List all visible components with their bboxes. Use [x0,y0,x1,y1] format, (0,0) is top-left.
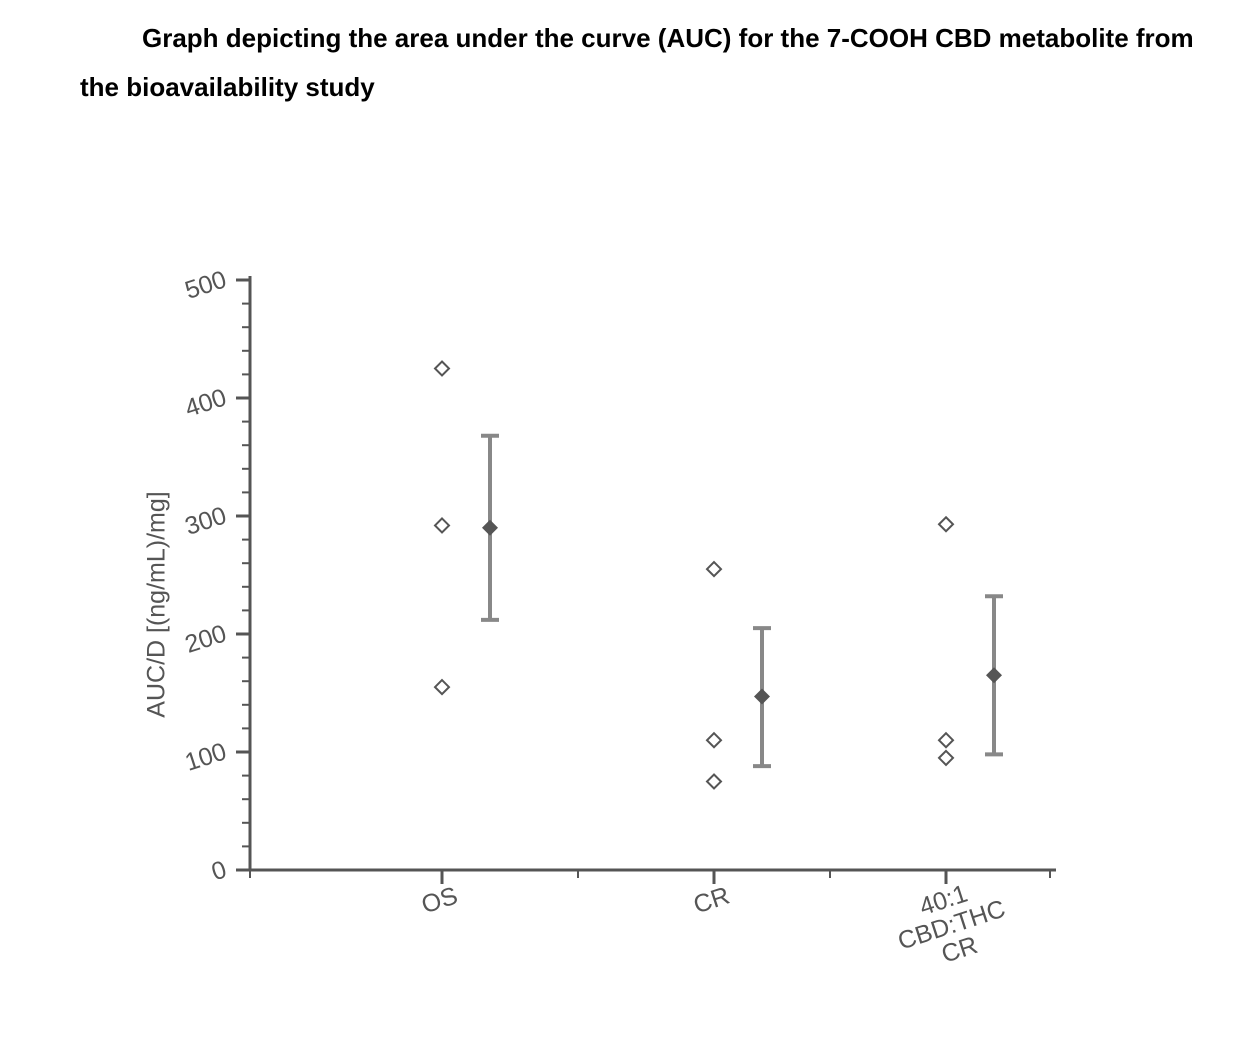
y-axis-label: AUC/D [(ng/mL)/mg] [143,491,171,717]
data-point-open [435,362,449,376]
data-point-open [939,733,953,747]
data-point-open [707,562,721,576]
x-tick-label-group: CR [690,881,733,919]
x-tick-label-group: 40:1CBD:THCCR [886,870,1016,980]
auc-scatter-chart: 0 100 200 300 400 500 AUC/D [(ng/mL)/mg] OS CR 40… [130,270,1090,990]
x-tick-label: CR [690,881,733,919]
data-point-open [435,518,449,532]
y-tick-label: 200 [182,619,230,659]
data-point-open [707,775,721,789]
page: Graph depicting the area under the curve… [0,0,1240,1063]
data-point-open [435,680,449,694]
chart-container: 0 100 200 300 400 500 AUC/D [(ng/mL)/mg] OS CR 40… [130,270,1090,990]
data-point-open [939,517,953,531]
mean-point-filled [754,689,770,705]
y-tick-label: 500 [182,270,230,305]
mean-point-filled [482,520,498,536]
data-point-open [707,733,721,747]
x-tick-label-group: OS [418,881,461,919]
data-point-open [939,751,953,765]
y-tick-label: 0 [208,855,230,886]
x-tick-label: OS [418,881,461,919]
mean-point-filled [986,667,1002,683]
chart-title: Graph depicting the area under the curve… [80,14,1220,113]
y-tick-label: 400 [182,383,230,423]
y-tick-label: 300 [182,501,230,541]
y-tick-label: 100 [182,737,230,777]
